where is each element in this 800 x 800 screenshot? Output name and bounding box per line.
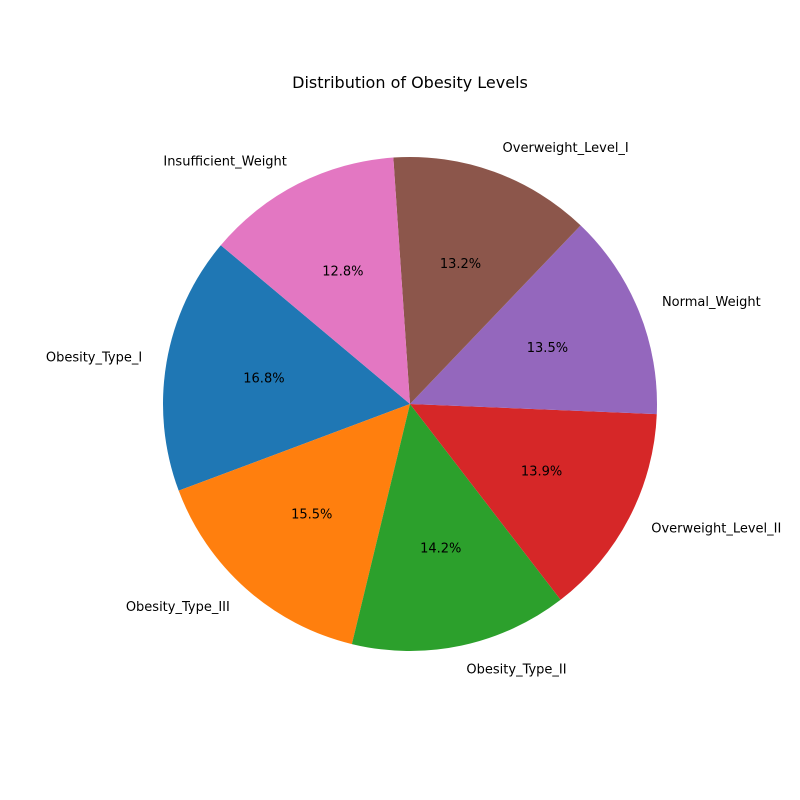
chart-title: Distribution of Obesity Levels <box>292 73 528 92</box>
pie-slice-normal-weight <box>410 225 657 415</box>
category-label: Overweight_Level_II <box>651 521 781 536</box>
percent-label: 14.2% <box>420 541 461 556</box>
category-label: Normal_Weight <box>662 295 761 310</box>
pie-slice-obesity-type-iii <box>178 404 410 645</box>
pie-slice-obesity-type-i <box>162 245 410 491</box>
category-labels: Obesity_Type_I Obesity_Type_III Obesity_Ty… <box>46 141 781 677</box>
percent-label: 12.8% <box>322 264 363 279</box>
category-label: Overweight_Level_I <box>503 141 629 156</box>
percent-label: 13.9% <box>521 465 562 480</box>
category-label: Obesity_Type_III <box>126 600 230 615</box>
percent-label: 15.5% <box>291 507 332 522</box>
pie-slice-insufficient-weight <box>220 157 410 404</box>
percent-label: 13.5% <box>527 341 568 356</box>
pie-slice-overweight-level-ii <box>410 404 657 600</box>
percent-label: 13.2% <box>440 257 481 272</box>
percent-label: 16.8% <box>243 371 284 386</box>
pie-slice-overweight-level-i <box>393 156 581 404</box>
category-label: Obesity_Type_II <box>466 662 566 677</box>
percent-labels: 16.8% 15.5% 14.2% 13.9% 13.5% 13.2% 12.8% <box>243 257 568 556</box>
pie-slice-obesity-type-ii <box>351 404 561 652</box>
pie-slices <box>162 156 657 652</box>
category-label: Obesity_Type_I <box>46 351 142 366</box>
category-label: Insufficient_Weight <box>163 154 287 169</box>
